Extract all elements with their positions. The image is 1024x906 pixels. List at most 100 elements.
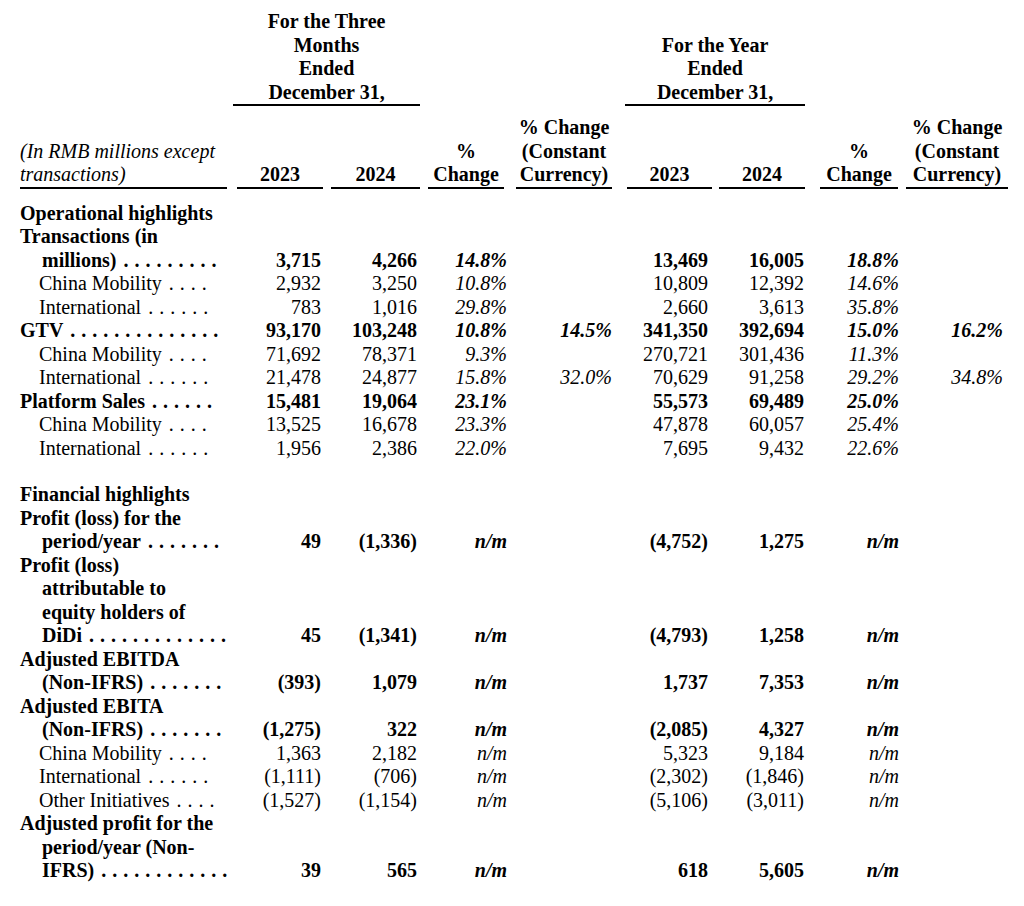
value-fy-2023: 341,350 [616, 319, 714, 343]
col-header-fy-pct-change: % Change [810, 106, 901, 189]
row-label-text: China Mobility [39, 742, 162, 764]
dot-leader: . . . . . . . . . . . . . . [70, 319, 219, 341]
value-q-pct-change-cc [508, 343, 616, 367]
value-q-2023: 45 [233, 554, 327, 648]
row-label-line: Adjusted EBITA [20, 695, 233, 719]
value-q-pct-change-cc: 32.0% [508, 366, 616, 390]
dot-leader: . . . . . . [148, 765, 209, 787]
row-label-line: millions). . . . . . . . . [20, 249, 233, 273]
dot-leader: . . . . . . . . . . . . . [89, 624, 227, 646]
row-label: International. . . . . . [20, 366, 233, 390]
value-fy-pct-change: n/m [810, 812, 901, 883]
row-label-line: (Non-IFRS). . . . . . . [20, 718, 233, 742]
group-header-line: Ended [233, 57, 420, 81]
empty-cell [810, 10, 901, 106]
table-row: International. . . . . .7831,01629.8%2,6… [20, 296, 1013, 320]
value-fy-2024: 3,613 [714, 296, 810, 320]
value-q-pct-change: 29.8% [424, 296, 508, 320]
spacer-cell [20, 460, 1013, 483]
value-fy-2023: 55,573 [616, 390, 714, 414]
row-label: Financial highlights [20, 483, 1013, 507]
row-label-line: period/year. . . . . . . [20, 530, 233, 554]
units-note-cell: (In RMB millions except transactions) [20, 106, 233, 189]
row-label: Transactions (inmillions). . . . . . . .… [20, 225, 233, 272]
value-fy-2023: (5,106) [616, 789, 714, 813]
group-header-row: For the Three Months Ended December 31, … [20, 10, 1013, 106]
row-label-line: Adjusted EBITDA [20, 648, 233, 672]
value-q-2024: 103,248 [327, 319, 424, 343]
value-fy-pct-change-cc [901, 507, 1013, 554]
dot-leader: . . . . . . . [150, 671, 222, 693]
value-fy-2024: 16,005 [714, 225, 810, 272]
value-q-pct-change: 10.8% [424, 272, 508, 296]
empty-cell [424, 10, 508, 106]
value-q-pct-change: 10.8% [424, 319, 508, 343]
col-header-line: % [428, 140, 504, 164]
value-q-2023: 15,481 [233, 390, 327, 414]
row-label: Adjusted EBITA(Non-IFRS). . . . . . . [20, 695, 233, 742]
page: For the Three Months Ended December 31, … [0, 10, 1024, 906]
value-fy-2023: (2,302) [616, 765, 714, 789]
row-label-line: Profit (loss) [20, 554, 233, 578]
row-label-text: Adjusted EBITA [20, 695, 164, 717]
row-label: Operational highlights [20, 189, 1013, 226]
table-row: Adjusted profit for theperiod/year (Non-… [20, 812, 1013, 883]
table-row: Profit (loss) for theperiod/year. . . . … [20, 507, 1013, 554]
value-q-2023: (1,527) [233, 789, 327, 813]
row-label-line: IFRS). . . . . . . . . . . . [20, 859, 233, 883]
value-q-2023: (393) [233, 648, 327, 695]
dot-leader: . . . . . . [148, 437, 209, 459]
value-fy-2023: 7,695 [616, 437, 714, 461]
dot-leader: . . . . . . [148, 366, 209, 388]
value-fy-2024: 1,258 [714, 554, 810, 648]
row-label-text: China Mobility [39, 343, 162, 365]
row-label-line: International. . . . . . [20, 296, 233, 320]
value-fy-2024: (3,011) [714, 789, 810, 813]
value-fy-pct-change: n/m [810, 648, 901, 695]
row-label-text: IFRS) [42, 859, 94, 881]
value-fy-pct-change: 18.8% [810, 225, 901, 272]
row-label: International. . . . . . [20, 296, 233, 320]
value-fy-2024: 7,353 [714, 648, 810, 695]
value-fy-pct-change: n/m [810, 765, 901, 789]
col-header-q-2023: 2023 [233, 106, 327, 189]
value-fy-pct-change: n/m [810, 507, 901, 554]
value-fy-pct-change: 14.6% [810, 272, 901, 296]
value-q-pct-change: 14.8% [424, 225, 508, 272]
col-header-line: % [820, 140, 898, 164]
financial-highlights-table: For the Three Months Ended December 31, … [20, 10, 1013, 883]
value-fy-2024: 392,694 [714, 319, 810, 343]
value-q-2023: 1,956 [233, 437, 327, 461]
value-q-pct-change: n/m [424, 742, 508, 766]
value-q-pct-change: n/m [424, 507, 508, 554]
value-q-pct-change-cc: 14.5% [508, 319, 616, 343]
value-fy-2023: 270,721 [616, 343, 714, 367]
value-q-pct-change: 22.0% [424, 437, 508, 461]
row-label-text: International [39, 296, 141, 318]
group-header-line: For the Three [233, 10, 420, 34]
dot-leader: . . . . . . . . . [123, 249, 217, 271]
value-fy-2024: 4,327 [714, 695, 810, 742]
col-header-line: Currency) [516, 163, 612, 187]
row-label-line: (Non-IFRS). . . . . . . [20, 671, 233, 695]
row-label-line: China Mobility. . . . [20, 343, 233, 367]
row-label: China Mobility. . . . [20, 413, 233, 437]
value-q-2024: (1,154) [327, 789, 424, 813]
value-fy-pct-change: n/m [810, 742, 901, 766]
table-row: GTV. . . . . . . . . . . . . .93,170103,… [20, 319, 1013, 343]
value-fy-pct-change-cc: 34.8% [901, 366, 1013, 390]
value-fy-2023: 1,737 [616, 648, 714, 695]
col-header-fy-pct-change-constant-currency: % Change (Constant Currency) [901, 106, 1013, 189]
row-label-line: Platform Sales. . . . . . [20, 390, 233, 414]
value-q-2024: 565 [327, 812, 424, 883]
group-header-line: For the Year [625, 34, 805, 58]
value-fy-2023: 2,660 [616, 296, 714, 320]
col-header-q-pct-change: % Change [424, 106, 508, 189]
table-row: Platform Sales. . . . . .15,48119,06423.… [20, 390, 1013, 414]
value-q-pct-change-cc [508, 413, 616, 437]
value-fy-pct-change: 25.0% [810, 390, 901, 414]
table-row: International. . . . . .(1,111)(706)n/m(… [20, 765, 1013, 789]
row-label: Adjusted EBITDA(Non-IFRS). . . . . . . [20, 648, 233, 695]
value-q-2023: 2,932 [233, 272, 327, 296]
table-row: International. . . . . .1,9562,38622.0%7… [20, 437, 1013, 461]
